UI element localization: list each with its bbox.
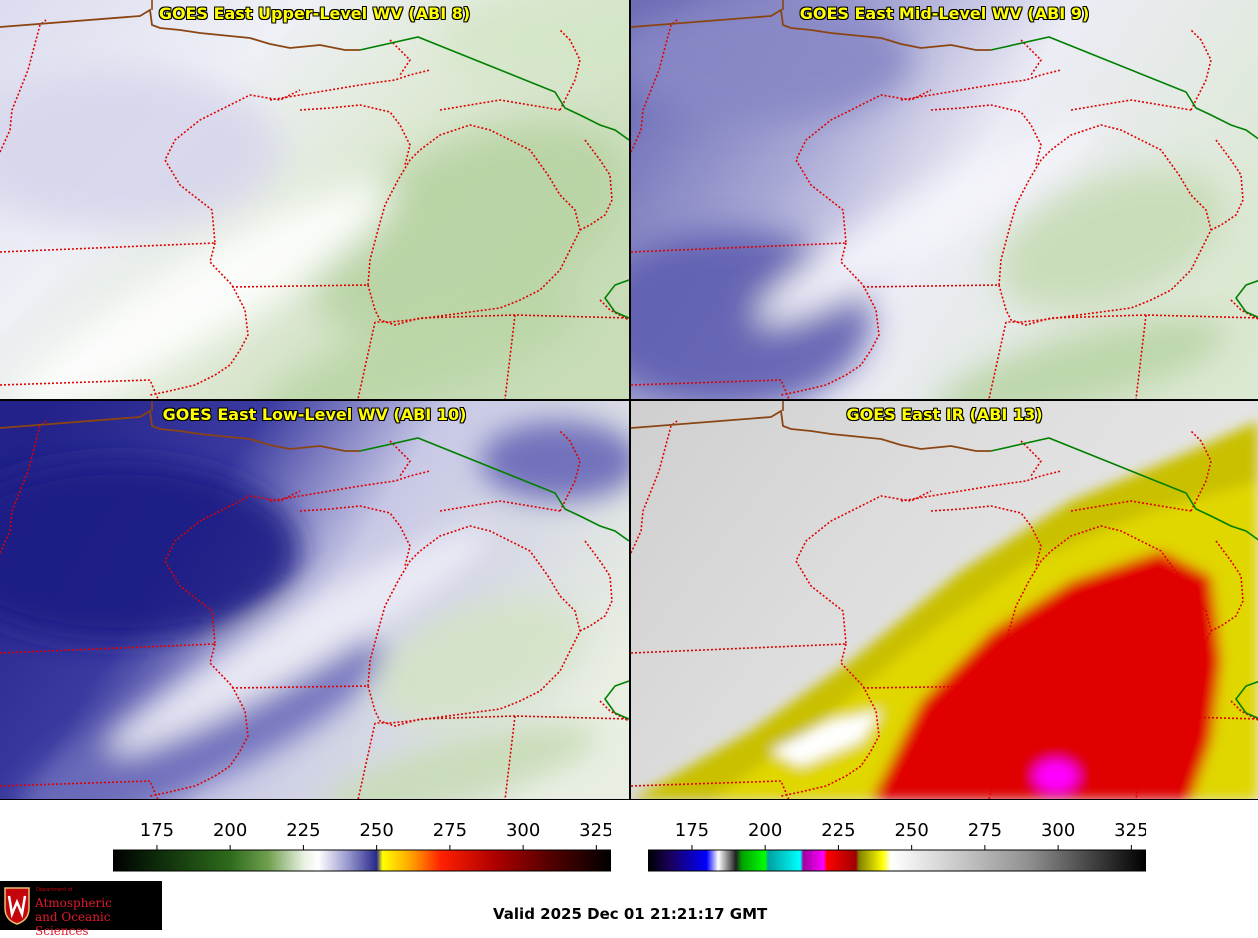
colorbar-tick-label: 300 <box>506 820 540 841</box>
logo-line2: and Oceanic Sciences <box>35 910 111 938</box>
panel-title: GOES East Low-Level WV (ABI 10) <box>162 405 467 424</box>
colorbar-tick-label: 200 <box>213 820 247 841</box>
panel-title: GOES East Upper-Level WV (ABI 8) <box>158 4 471 23</box>
panel-mid-level-wv: GOES East Mid-Level WV (ABI 9) <box>631 0 1258 399</box>
colorbar-tick-label: 325 <box>1114 820 1146 841</box>
colorbar-tick-label: 175 <box>675 820 709 841</box>
colorbar-tick-label: 250 <box>359 820 393 841</box>
upper-level-wv-image <box>0 0 629 399</box>
panel-ir: GOES East IR (ABI 13) <box>631 401 1258 800</box>
wv-colorbar: 175 200 225 250 275 300 325 <box>113 818 611 872</box>
low-level-wv-image <box>0 401 629 800</box>
colorbar-tick-label: 325 <box>579 820 611 841</box>
ir-image <box>631 401 1258 800</box>
logo-line1: Atmospheric <box>35 896 112 910</box>
colorbar-tick-label: 300 <box>1041 820 1075 841</box>
colorbar-gradient <box>648 849 1146 872</box>
panel-title: GOES East Mid-Level WV (ABI 9) <box>799 4 1090 23</box>
panel-upper-level-wv: GOES East Upper-Level WV (ABI 8) <box>0 0 629 399</box>
colorbar-tick-label: 175 <box>140 820 174 841</box>
panel-title: GOES East IR (ABI 13) <box>846 405 1043 424</box>
colorbar-tick-label: 275 <box>433 820 467 841</box>
logo-dept: Department of <box>36 887 73 893</box>
colorbar-tick-label: 200 <box>748 820 782 841</box>
colorbar-gradient <box>113 849 611 872</box>
ir-colorbar: 175 200 225 250 275 300 325 <box>648 818 1146 872</box>
colorbar-tick-label: 250 <box>894 820 928 841</box>
mid-level-wv-image <box>631 0 1258 399</box>
panel-divider-horizontal <box>0 399 1258 401</box>
panel-low-level-wv: GOES East Low-Level WV (ABI 10) <box>0 401 629 800</box>
colorbar-tick-label: 275 <box>968 820 1002 841</box>
valid-time: Valid 2025 Dec 01 21:21:17 GMT <box>493 905 768 923</box>
colorbar-tick-label: 225 <box>821 820 855 841</box>
colorbar-tick-label: 225 <box>286 820 320 841</box>
panel-bottom-border <box>0 799 1258 800</box>
uw-crest-icon <box>4 887 30 925</box>
aos-logo: Department of Atmospheric and Oceanic Sc… <box>0 881 162 938</box>
